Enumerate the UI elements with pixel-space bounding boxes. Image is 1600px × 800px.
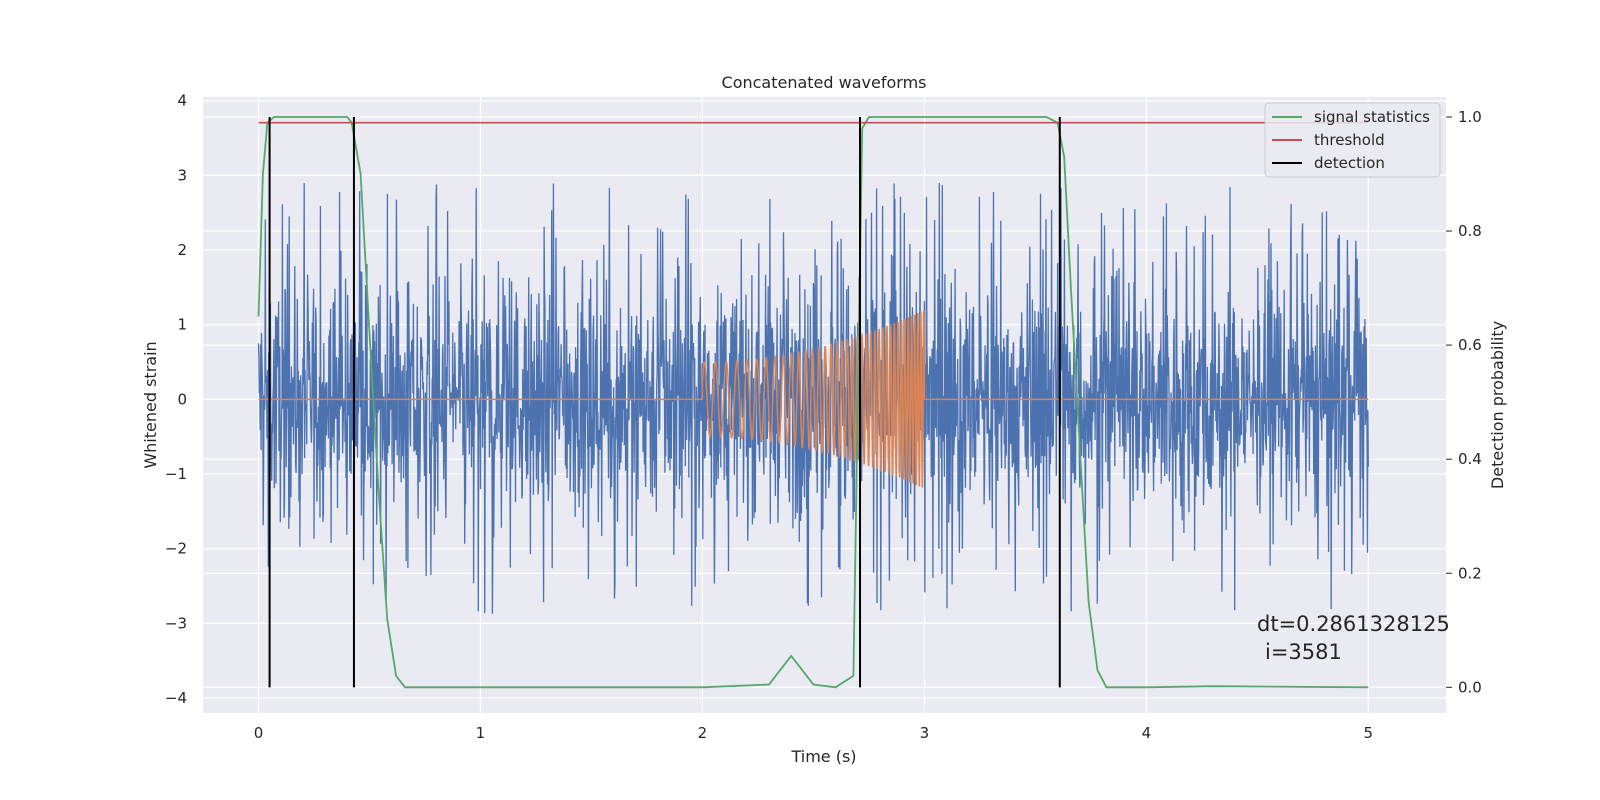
legend-label-detection: detection: [1314, 154, 1385, 172]
detection-series: [268, 116, 1061, 688]
signal-statistics-series: [257, 116, 1369, 689]
chirp-line: [258, 310, 1369, 488]
y-axis-ticks: −4 −3 −2 −1 0 1 2 3 4: [165, 92, 187, 707]
y-tick-label: 1: [177, 316, 187, 334]
x-tick-label: 0: [254, 724, 264, 742]
x-tick-label: 3: [920, 724, 930, 742]
y-tick-label: −4: [165, 689, 187, 707]
y-axis-label: Whitened strain: [141, 341, 160, 468]
y-tick-label: −1: [165, 465, 187, 483]
x-tick-label: 5: [1364, 724, 1374, 742]
strain-line: [257, 182, 1369, 614]
x-tick-label: 2: [698, 724, 708, 742]
y-tick-label: −2: [165, 540, 187, 558]
legend-label-threshold: threshold: [1314, 131, 1385, 149]
y-tick-label: 4: [177, 92, 187, 110]
legend-box: [1264, 102, 1441, 178]
annotation-dt: dt=0.2861328125: [1257, 612, 1450, 636]
y-tick-label: 0: [177, 390, 187, 408]
x-axis-ticks: 0 1 2 3 4 5: [254, 724, 1373, 742]
right-y-tick-label: 0.2: [1458, 564, 1482, 582]
right-y-axis-ticks: 0.0 0.2 0.4 0.6 0.8 1.0: [1446, 108, 1482, 696]
strain-series: [257, 182, 1369, 614]
signal-statistics-line: [257, 116, 1369, 689]
right-y-tick-label: 0.8: [1458, 222, 1482, 240]
x-tick-label: 1: [476, 724, 486, 742]
right-y-tick-label: 0.0: [1458, 678, 1482, 696]
right-y-tick-label: 1.0: [1458, 108, 1482, 126]
x-axis-label: Time (s): [790, 747, 856, 766]
right-y-tick-label: 0.4: [1458, 450, 1482, 468]
x-tick-label: 4: [1142, 724, 1152, 742]
legend: signal statistics threshold detection: [1264, 102, 1441, 178]
chart-title: Concatenated waveforms: [722, 73, 927, 92]
y-tick-label: 2: [177, 241, 187, 259]
y-tick-label: −3: [165, 614, 187, 632]
y-tick-label: 3: [177, 166, 187, 184]
annotation-i: i=3581: [1265, 640, 1342, 664]
right-y-axis-label: Detection probability: [1488, 321, 1507, 489]
legend-label-signal-statistics: signal statistics: [1314, 108, 1430, 126]
injected-chirp-series: [258, 310, 1369, 488]
right-y-tick-label: 0.6: [1458, 336, 1482, 354]
